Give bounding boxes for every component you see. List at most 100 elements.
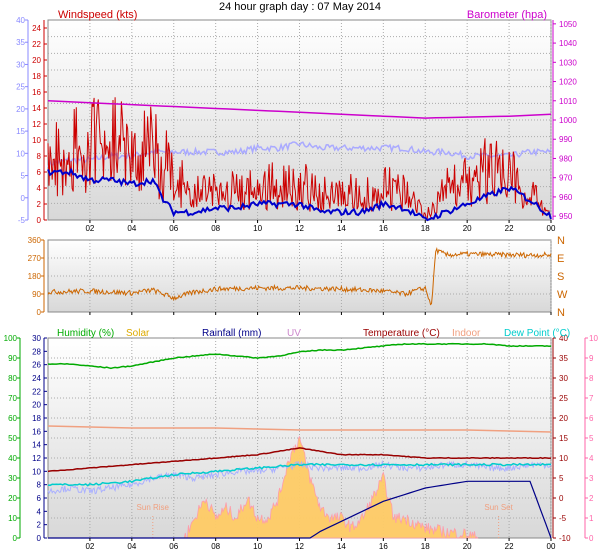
temperature-axis-tick-label: 25	[559, 394, 568, 403]
x-tick-label: 12	[295, 224, 304, 233]
legend-entry: UV	[287, 328, 301, 339]
x-tick-label: 12	[295, 542, 304, 551]
windspeed-axis-tick-label: 14	[32, 104, 41, 113]
rain-axis-tick-label: 26	[32, 361, 41, 370]
humidity-axis-tick-label: 70	[8, 394, 17, 403]
temp-outer-axis-tick-label: 40	[16, 16, 25, 25]
temperature-axis-tick-label: 35	[559, 354, 568, 363]
x-tick-label: 20	[463, 542, 472, 551]
humidity-axis-tick-label: 80	[8, 374, 17, 383]
temperature-axis-tick-label: 40	[559, 334, 568, 343]
direction-axis-tick-label: 0	[37, 308, 42, 317]
temp-outer-axis-tick-label: 25	[16, 83, 25, 92]
uv-axis-tick-label: 8	[589, 374, 594, 383]
windspeed-axis-tick-label: 18	[32, 72, 41, 81]
temperature-axis-tick-label: 15	[559, 434, 568, 443]
x-tick-label: 06	[169, 542, 178, 551]
humidity-axis-tick-label: 20	[8, 494, 17, 503]
barometer-axis-tick-label: 1030	[559, 58, 577, 67]
panel-temp-axes: 0102030405060708090100024681012141618202…	[4, 334, 599, 551]
humidity-axis-tick-label: 50	[8, 434, 17, 443]
barometer-axis-tick-label: 990	[559, 135, 573, 144]
humidity-axis-tick-label: 0	[13, 534, 18, 543]
compass-label: E	[557, 253, 564, 265]
panel-direction-grid	[48, 240, 552, 312]
rain-axis-tick-label: 6	[37, 494, 42, 503]
uv-axis-tick-label: 5	[589, 434, 594, 443]
x-tick-label: 08	[211, 542, 220, 551]
legend-entry: Dew Point (°C)	[504, 328, 570, 339]
rain-axis-tick-label: 0	[37, 534, 42, 543]
rain-axis-tick-label: 12	[32, 454, 41, 463]
temperature-axis-tick-label: 10	[559, 454, 568, 463]
x-tick-label: 04	[127, 224, 136, 233]
rain-axis-tick-label: 28	[32, 347, 41, 356]
windspeed-axis-tick-label: 0	[37, 216, 42, 225]
x-tick-label: 18	[421, 542, 430, 551]
uv-axis-tick-label: 7	[589, 394, 594, 403]
x-tick-label: 02	[85, 542, 94, 551]
x-tick-label: 04	[127, 542, 136, 551]
windspeed-axis-tick-label: 22	[32, 40, 41, 49]
barometer-axis-tick-label: 1020	[559, 78, 577, 87]
x-tick-label: 14	[337, 224, 346, 233]
temp-outer-axis-tick-label: -5	[18, 216, 26, 225]
windspeed-axis-tick-label: 16	[32, 88, 41, 97]
humidity-axis-tick-label: 30	[8, 474, 17, 483]
compass-label: N	[557, 307, 565, 319]
series-windspeed	[47, 97, 551, 220]
panel-temp-legend: Humidity (%) Solar Rainfall (mm) UV Temperat…	[57, 328, 570, 339]
rain-axis-tick-label: 30	[32, 334, 41, 343]
panel-wind-series	[47, 97, 552, 222]
direction-axis-tick-label: 360	[28, 236, 42, 245]
direction-axis-tick-label: 90	[32, 290, 41, 299]
windspeed-axis-tick-label: 24	[32, 24, 41, 33]
temperature-axis-tick-label: 20	[559, 414, 568, 423]
uv-axis-tick-label: 10	[589, 334, 598, 343]
sun-marker-label: Sun Set	[484, 503, 513, 512]
barometer-axis-tick-label: 970	[559, 174, 573, 183]
rain-axis-tick-label: 20	[32, 401, 41, 410]
temp-outer-axis-tick-label: 0	[21, 194, 26, 203]
temp-outer-axis-tick-label: 10	[16, 149, 25, 158]
x-tick-label: 22	[505, 224, 514, 233]
barometer-axis-tick-label: 1040	[559, 39, 577, 48]
temperature-axis-tick-label: -10	[559, 534, 571, 543]
rain-axis-tick-label: 8	[37, 481, 42, 490]
windspeed-axis-tick-label: 2	[37, 200, 42, 209]
windspeed-axis-tick-label: 20	[32, 56, 41, 65]
temp-outer-axis-tick-label: 30	[16, 60, 25, 69]
x-tick-label: 18	[421, 224, 430, 233]
chart-title: 24 hour graph day : 07 May 2014	[219, 1, 381, 13]
humidity-axis-tick-label: 60	[8, 414, 17, 423]
temperature-axis-tick-label: 5	[559, 474, 564, 483]
panel-wind-grid	[48, 20, 552, 220]
sun-marker-label: Sun Rise	[137, 503, 170, 512]
legend-entry: Indoor	[452, 328, 481, 339]
compass-label: N	[557, 235, 565, 247]
series-humidity	[47, 342, 552, 370]
uv-axis-tick-label: 2	[589, 494, 594, 503]
temp-outer-axis-tick-label: 35	[16, 38, 25, 47]
barometer-axis-tick-label: 950	[559, 212, 573, 221]
windspeed-axis-tick-label: 12	[32, 120, 41, 129]
rain-axis-tick-label: 24	[32, 374, 41, 383]
rain-axis-tick-label: 4	[37, 507, 42, 516]
direction-axis-tick-label: 180	[28, 272, 42, 281]
windspeed-axis-tick-label: 6	[37, 168, 42, 177]
temp-outer-axis-tick-label: 5	[21, 172, 26, 181]
rain-axis-tick-label: 18	[32, 414, 41, 423]
barometer-axis-tick-label: 1010	[559, 97, 577, 106]
humidity-axis-tick-label: 40	[8, 454, 17, 463]
x-tick-label: 20	[463, 224, 472, 233]
temperature-axis-tick-label: 0	[559, 494, 564, 503]
panel-temp-grid	[48, 338, 552, 538]
rain-axis-tick-label: 10	[32, 467, 41, 476]
series-temperature	[47, 447, 552, 473]
barometer-axis-tick-label: 1000	[559, 116, 577, 125]
uv-axis-tick-label: 1	[589, 514, 594, 523]
series-solar	[183, 435, 479, 539]
series-wind-average	[47, 167, 552, 222]
